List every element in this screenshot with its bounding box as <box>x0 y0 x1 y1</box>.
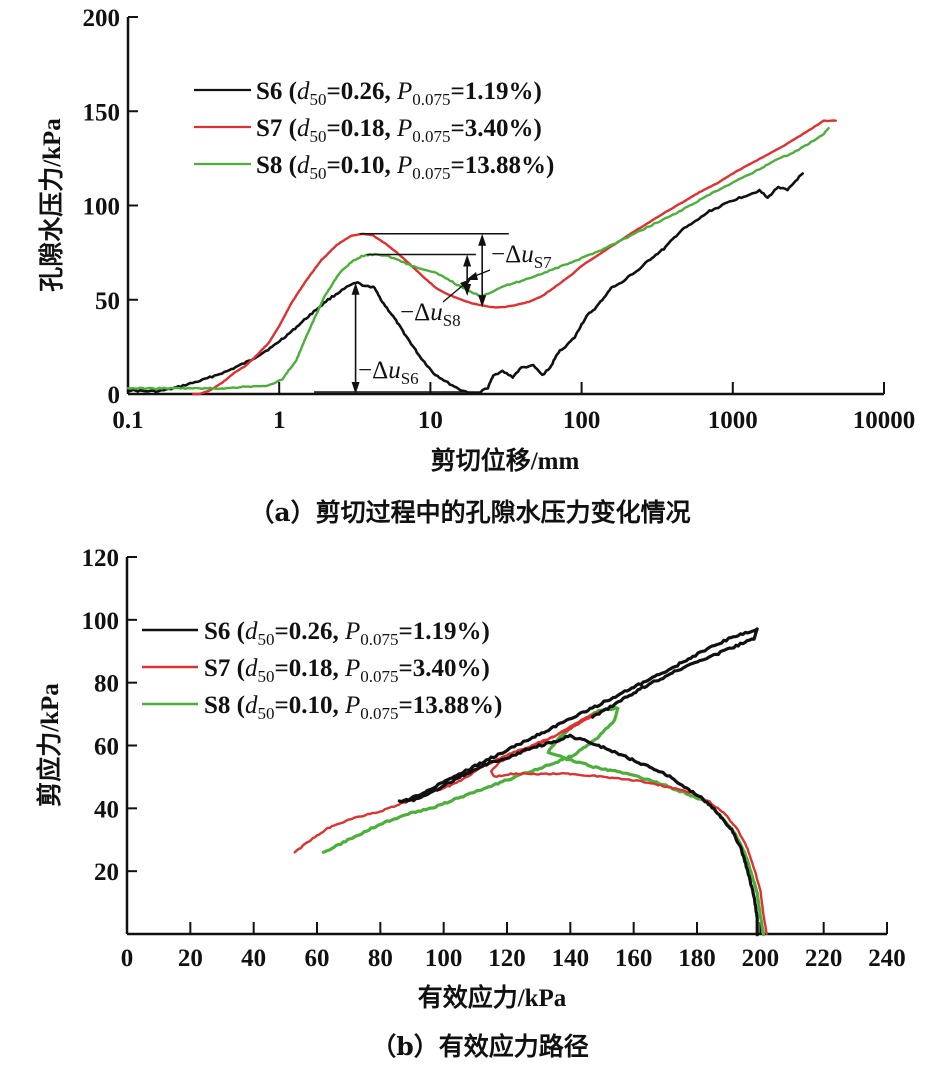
arrow-head-up <box>463 254 472 267</box>
chart-b-series-s6 <box>397 627 759 937</box>
chart-b-caption: （b）有效应力路径 <box>371 1032 588 1061</box>
chart-b-y-tick-label: 80 <box>94 671 119 698</box>
chart-a-annotations: −ΔuS6 −ΔuS7 −ΔuS8 <box>351 233 552 394</box>
chart-b-legend-label-s7: S7 (d50=0.18, P0.075=3.40%) <box>204 655 490 686</box>
chart-a-series-s8 <box>126 126 830 391</box>
chart-a-delta-u-s7-arrow <box>478 233 487 308</box>
arrow-head-up <box>478 233 487 246</box>
chart-a-legend-label-s6: S6 (d50=0.26, P0.075=1.19%) <box>256 78 542 109</box>
chart-a-delta-u-s7-label: −ΔuS7 <box>491 241 552 272</box>
chart-a-x-tick-label: 100 <box>563 407 601 434</box>
chart-b-x-tick-label: 20 <box>178 945 203 972</box>
chart-a-y-tick-label: 50 <box>95 288 120 315</box>
chart-a-axes: 0 50 100 150 200 0.1 1 10 100 1000 10000 <box>83 5 916 434</box>
chart-b-x-tick-label: 100 <box>425 945 463 972</box>
chart-b-legend-label-s6: S6 (d50=0.26, P0.075=1.19%) <box>204 618 490 649</box>
chart-a-legend-label-s7: S7 (d50=0.18, P0.075=3.40%) <box>256 115 542 146</box>
chart-b-x-tick-label: 200 <box>742 945 780 972</box>
chart-a-x-tick-label: 1 <box>273 407 286 434</box>
chart-b-x-tick-label: 240 <box>868 945 906 972</box>
chart-b-effective-stress-path: 20 40 60 80 100 120 0 20 40 60 80 100 120 140 160 180 20… <box>35 545 906 1061</box>
chart-b-legend: S6 (d50=0.26, P0.075=1.19%) S7 (d50=0.18,… <box>142 618 502 723</box>
chart-b-x-tick-label: 180 <box>678 945 716 972</box>
chart-b-y-tick-label: 120 <box>82 545 120 572</box>
chart-a-delta-u-s8-arrow <box>463 254 472 296</box>
chart-b-x-tick-label: 80 <box>368 945 393 972</box>
chart-b-series-s7 <box>293 706 768 935</box>
chart-b-legend-label-s8: S8 (d50=0.10, P0.075=13.88%) <box>204 692 502 723</box>
chart-b-y-tick-label: 20 <box>94 859 119 886</box>
chart-a-x-axis-title: 剪切位移/mm <box>431 446 580 475</box>
chart-a-x-tick-label: 1000 <box>708 407 758 434</box>
chart-b-x-tick-label: 160 <box>615 945 653 972</box>
chart-b-y-axis-title: 剪应力/kPa <box>35 683 64 807</box>
chart-a-legend-label-s8: S8 (d50=0.10, P0.075=13.88%) <box>256 152 554 183</box>
chart-a-series-group <box>126 119 837 396</box>
chart-a-x-tick-label: 10000 <box>853 407 916 434</box>
chart-b-x-tick-label: 120 <box>488 945 526 972</box>
chart-a-y-axis-title: 孔隙水压力/kPa <box>38 118 66 292</box>
chart-b-x-tick-label: 40 <box>241 945 266 972</box>
arrow-head-down <box>351 382 360 394</box>
chart-a-y-tick-label: 0 <box>108 382 121 409</box>
chart-a-delta-u-s6-label: −ΔuS6 <box>358 357 419 388</box>
chart-b-y-tick-label: 60 <box>94 734 119 761</box>
arrow-head-up <box>351 282 360 295</box>
chart-b-axes: 20 40 60 80 100 120 0 20 40 60 80 100 120 140 160 180 20… <box>82 545 906 972</box>
chart-a-y-tick-label: 200 <box>83 5 121 32</box>
chart-a-legend: S6 (d50=0.26, P0.075=1.19%) S7 (d50=0.18,… <box>194 78 554 183</box>
chart-a-y-tick-label: 100 <box>83 194 121 221</box>
chart-a-caption: （a）剪切过程中的孔隙水压力变化情况 <box>249 498 690 527</box>
chart-b-x-tick-label: 0 <box>121 945 134 972</box>
chart-b-x-tick-label: 140 <box>552 945 590 972</box>
chart-b-x-tick-label: 60 <box>305 945 330 972</box>
chart-b-y-tick-label: 100 <box>82 608 120 635</box>
chart-a-s7-pointer-head <box>466 272 478 280</box>
chart-b-x-axis-title: 有效应力/kPa <box>418 983 567 1012</box>
chart-a-x-tick-label: 10 <box>418 407 443 434</box>
chart-b-series-group <box>293 627 768 937</box>
arrow-head-down <box>478 295 487 308</box>
chart-a-series-s7 <box>192 119 837 396</box>
chart-a-delta-u-s8-label: −ΔuS8 <box>400 299 461 330</box>
chart-a-delta-u-s6-arrow <box>351 282 360 394</box>
chart-a-x-tick-label: 0.1 <box>112 407 143 434</box>
chart-b-x-tick-label: 220 <box>805 945 843 972</box>
chart-b-y-tick-label: 40 <box>94 796 119 823</box>
chart-a-y-tick-label: 150 <box>83 99 121 126</box>
chart-a-series-s6 <box>126 172 804 395</box>
chart-a-s8-pointer-head <box>460 279 471 289</box>
